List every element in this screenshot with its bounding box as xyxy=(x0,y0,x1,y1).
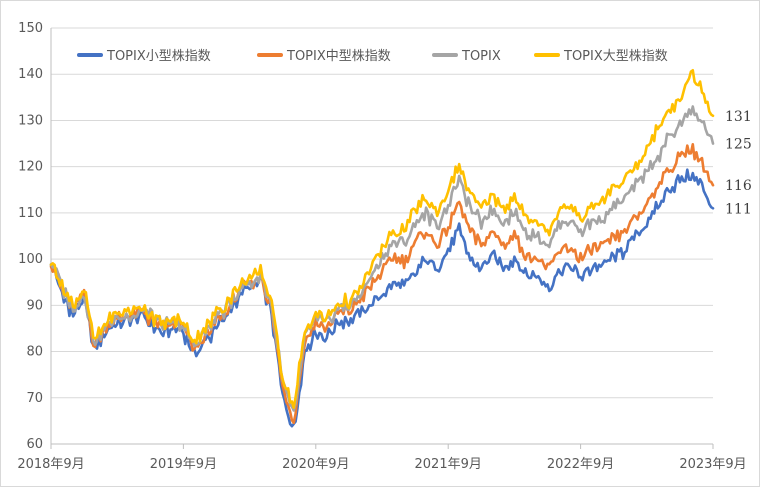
end-value-label: 111 xyxy=(725,201,752,217)
y-tick-label: 100 xyxy=(18,252,43,267)
y-tick-label: 120 xyxy=(18,160,43,175)
end-value-label: 116 xyxy=(725,178,752,194)
end-value-label: 131 xyxy=(725,109,752,125)
legend-label: TOPIX小型株指数 xyxy=(106,49,211,64)
y-tick-label: 150 xyxy=(18,21,43,36)
x-tick-label: 2023年9月 xyxy=(679,457,746,472)
y-tick-label: 80 xyxy=(26,345,43,360)
x-tick-label: 2019年9月 xyxy=(150,457,217,472)
x-tick-label: 2021年9月 xyxy=(415,457,482,472)
legend-label: TOPIX xyxy=(461,49,501,64)
x-tick-label: 2022年9月 xyxy=(547,457,614,472)
x-tick-label: 2018年9月 xyxy=(17,457,84,472)
x-tick-label: 2020年9月 xyxy=(282,457,349,472)
series-line-3 xyxy=(49,69,715,409)
end-labels: 111 116 125 131 xyxy=(725,109,752,217)
y-tick-label: 60 xyxy=(26,437,43,452)
series-line-0 xyxy=(49,168,715,428)
y-tick-label: 90 xyxy=(26,298,43,313)
y-tick-label: 110 xyxy=(18,206,43,221)
end-value-label: 125 xyxy=(725,137,752,153)
y-tick-label: 140 xyxy=(18,67,43,82)
series-lines xyxy=(49,69,715,428)
axes: 60 70 80 90 100 110 120 130 140 150 2018年9月 2019年9月… xyxy=(17,21,746,472)
legend-label: TOPIX中型株指数 xyxy=(286,49,391,64)
legend: TOPIX小型株指数 TOPIX中型株指数 TOPIX TOPIX大型株指数 xyxy=(77,49,668,64)
legend-label: TOPIX大型株指数 xyxy=(563,49,668,64)
y-tick-label: 130 xyxy=(18,113,43,128)
y-tick-label: 70 xyxy=(26,391,43,406)
